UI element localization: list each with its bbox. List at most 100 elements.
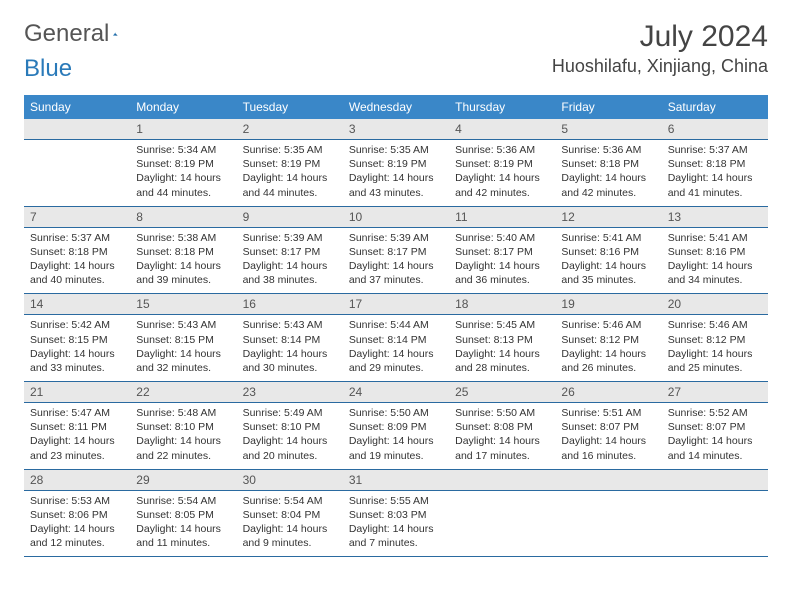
daylight-text: Daylight: 14 hours and 14 minutes. [668,435,753,461]
daynum-row: 14151617181920 [24,294,768,315]
sunset-text: Sunset: 8:19 PM [455,158,533,170]
info-row: Sunrise: 5:53 AMSunset: 8:06 PMDaylight:… [24,490,768,557]
sunrise-text: Sunrise: 5:49 AM [243,407,323,419]
sunrise-text: Sunrise: 5:47 AM [30,407,110,419]
daylight-text: Daylight: 14 hours and 36 minutes. [455,260,540,286]
daylight-text: Daylight: 14 hours and 42 minutes. [561,172,646,198]
day-info-cell: Sunrise: 5:37 AM Sunset: 8:18 PM Daylight:… [24,227,130,294]
daylight-text: Daylight: 14 hours and 16 minutes. [561,435,646,461]
daylight-text: Daylight: 14 hours and 40 minutes. [30,260,115,286]
weekday-header: Friday [555,95,661,119]
day-number-cell: 11 [449,206,555,227]
day-info-cell: Sunrise: 5:39 AMSunset: 8:17 PMDaylight:… [343,227,449,294]
day-info-cell: Sunrise: 5:36 AMSunset: 8:18 PMDaylight:… [555,140,661,207]
day-number-cell [24,119,130,140]
daylight-text: Daylight: 14 hours and 44 minutes. [243,172,328,198]
day-number-cell: 30 [237,469,343,490]
weekday-header: Wednesday [343,95,449,119]
day-info-cell: Sunrise: 5:41 AMSunset: 8:16 PMDaylight:… [662,227,768,294]
day-number-cell: 5 [555,119,661,140]
sunset-text: Sunset: 8:13 PM [455,334,533,346]
calendar-head: SundayMondayTuesdayWednesdayThursdayFrid… [24,95,768,119]
sunset-text: Sunset: 8:14 PM [243,334,321,346]
day-info-cell: Sunrise: 5:55 AMSunset: 8:03 PMDaylight:… [343,490,449,557]
info-row: Sunrise: 5:37 AM Sunset: 8:18 PM Daylight:… [24,227,768,294]
weekday-header: Monday [130,95,236,119]
daylight-text: Daylight: 14 hours and 35 minutes. [561,260,646,286]
sunrise-text: Sunrise: 5:54 AM [136,495,216,507]
sunset-text: Sunset: 8:15 PM [30,334,108,346]
day-number-cell: 18 [449,294,555,315]
sunrise-text: Sunrise: 5:35 AM [349,144,429,156]
day-info-cell [449,490,555,557]
daylight-text: Daylight: 14 hours and 22 minutes. [136,435,221,461]
day-number-cell: 28 [24,469,130,490]
day-info-cell: Sunrise: 5:44 AMSunset: 8:14 PMDaylight:… [343,315,449,382]
sunset-text: Sunset: 8:07 PM [668,421,746,433]
day-number-cell: 26 [555,382,661,403]
sunrise-text: Sunrise: 5:55 AM [349,495,429,507]
day-number-cell [449,469,555,490]
daylight-text: Daylight: 14 hours and 20 minutes. [243,435,328,461]
day-info-cell: Sunrise: 5:50 AMSunset: 8:09 PMDaylight:… [343,403,449,470]
sunrise-text: Sunrise: 5:41 AM [561,232,641,244]
daylight-text: Daylight: 14 hours and 38 minutes. [243,260,328,286]
sunrise-text: Sunrise: 5:43 AM [136,319,216,331]
logo-triangle-icon [113,25,118,43]
daylight-text: Daylight: 14 hours and 34 minutes. [668,260,753,286]
day-number-cell: 15 [130,294,236,315]
sunset-text: Sunset: 8:18 PM [668,158,746,170]
daylight-text: Daylight: 14 hours and 25 minutes. [668,348,753,374]
daylight-text: Daylight: 14 hours and 9 minutes. [243,523,328,549]
daylight-text: Daylight: 14 hours and 44 minutes. [136,172,221,198]
weekday-row: SundayMondayTuesdayWednesdayThursdayFrid… [24,95,768,119]
sunrise-text: Sunrise: 5:45 AM [455,319,535,331]
day-number-cell: 27 [662,382,768,403]
day-number-cell: 9 [237,206,343,227]
day-number-cell: 3 [343,119,449,140]
sunrise-text: Sunrise: 5:36 AM [561,144,641,156]
sunrise-text: Sunrise: 5:37 AM [668,144,748,156]
info-row: Sunrise: 5:47 AMSunset: 8:11 PMDaylight:… [24,403,768,470]
daylight-text: Daylight: 14 hours and 42 minutes. [455,172,540,198]
sunrise-text: Sunrise: 5:53 AM [30,495,110,507]
day-info-cell: Sunrise: 5:50 AMSunset: 8:08 PMDaylight:… [449,403,555,470]
day-info-cell: Sunrise: 5:52 AM Sunset: 8:07 PM Daylight:… [662,403,768,470]
day-number-cell: 14 [24,294,130,315]
sunset-text: Sunset: 8:07 PM [561,421,639,433]
daylight-text: Daylight: 14 hours and 12 minutes. [30,523,115,549]
day-number-cell: 17 [343,294,449,315]
calendar-table: SundayMondayTuesdayWednesdayThursdayFrid… [24,95,768,557]
sunrise-text: Sunrise: 5:37 AM [30,232,110,244]
day-info-cell: Sunrise: 5:35 AMSunset: 8:19 PMDaylight:… [343,140,449,207]
sunrise-text: Sunrise: 5:43 AM [243,319,323,331]
daylight-text: Daylight: 14 hours and 39 minutes. [136,260,221,286]
sunrise-text: Sunrise: 5:40 AM [455,232,535,244]
sunset-text: Sunset: 8:12 PM [561,334,639,346]
day-number-cell: 2 [237,119,343,140]
sunset-text: Sunset: 8:16 PM [561,246,639,258]
day-info-cell: Sunrise: 5:43 AMSunset: 8:15 PMDaylight:… [130,315,236,382]
sunset-text: Sunset: 8:18 PM [30,246,108,258]
sunrise-text: Sunrise: 5:39 AM [243,232,323,244]
sunset-text: Sunset: 8:04 PM [243,509,321,521]
day-number-cell: 21 [24,382,130,403]
day-number-cell: 6 [662,119,768,140]
sunrise-text: Sunrise: 5:52 AM [668,407,748,419]
day-info-cell: Sunrise: 5:43 AMSunset: 8:14 PMDaylight:… [237,315,343,382]
daynum-row: 123456 [24,119,768,140]
day-info-cell: Sunrise: 5:54 AMSunset: 8:04 PMDaylight:… [237,490,343,557]
day-info-cell [24,140,130,207]
sunset-text: Sunset: 8:17 PM [243,246,321,258]
day-info-cell: Sunrise: 5:36 AM Sunset: 8:19 PM Daylight:… [449,140,555,207]
weekday-header: Thursday [449,95,555,119]
daylight-text: Daylight: 14 hours and 29 minutes. [349,348,434,374]
logo-text-blue: Blue [24,55,72,82]
sunrise-text: Sunrise: 5:51 AM [561,407,641,419]
day-info-cell: Sunrise: 5:46 AMSunset: 8:12 PMDaylight:… [555,315,661,382]
day-info-cell: Sunrise: 5:47 AMSunset: 8:11 PMDaylight:… [24,403,130,470]
sunrise-text: Sunrise: 5:36 AM [455,144,535,156]
sunrise-text: Sunrise: 5:42 AM [30,319,110,331]
day-number-cell: 31 [343,469,449,490]
sunset-text: Sunset: 8:09 PM [349,421,427,433]
